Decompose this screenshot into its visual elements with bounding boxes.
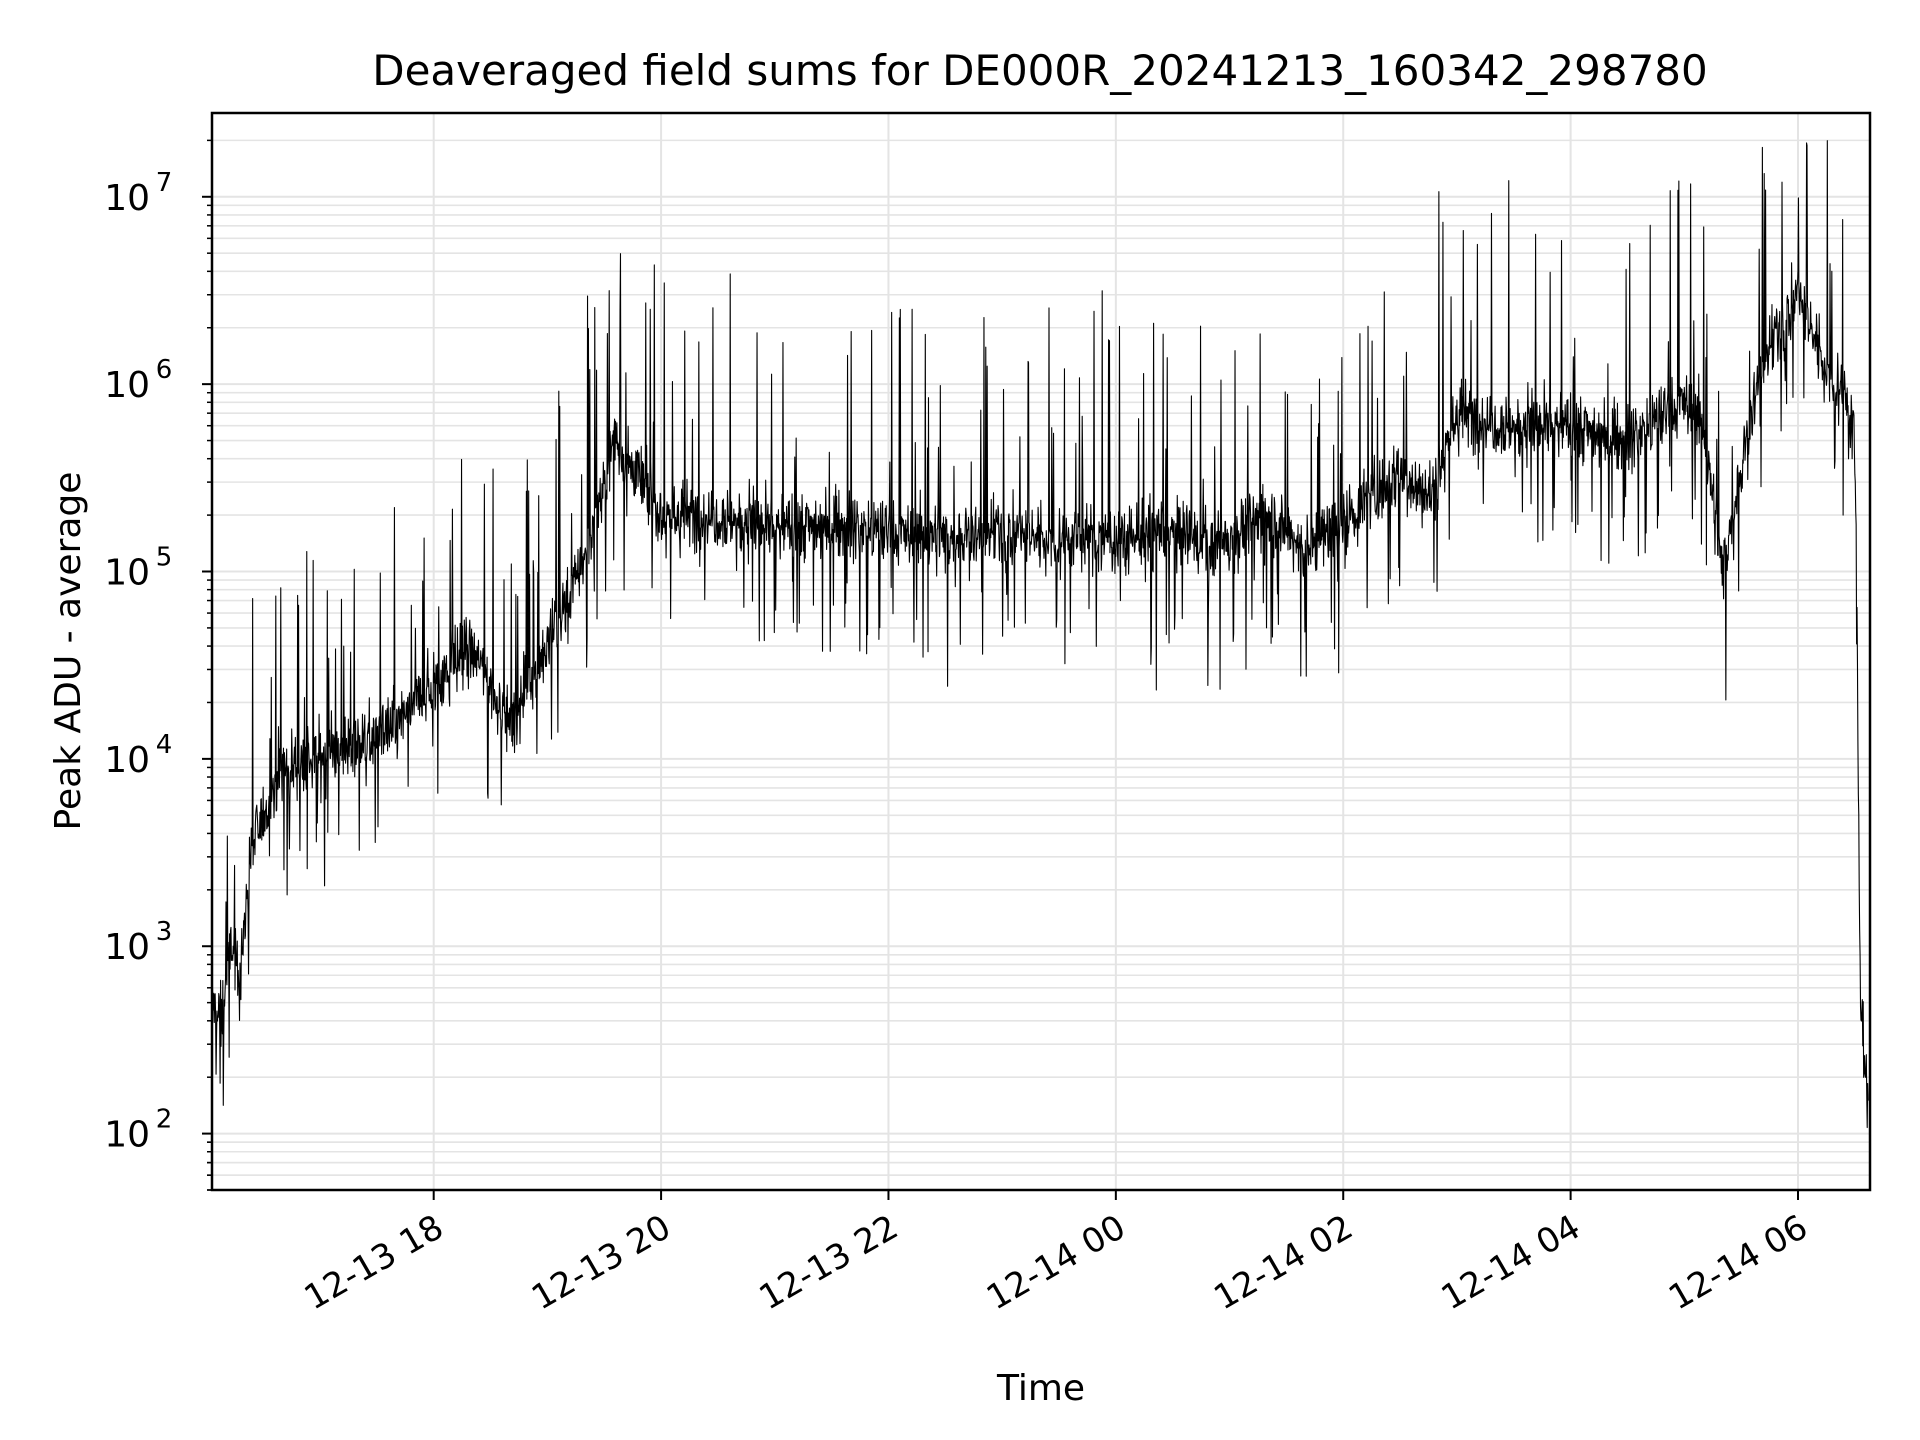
- y-tick-exponent: 5: [156, 543, 173, 573]
- plot-frame: [210, 111, 1872, 1192]
- y-tick-exponent: 6: [156, 355, 173, 385]
- y-tick-label: 10: [104, 927, 150, 968]
- y-tick-label: 10: [104, 553, 150, 594]
- y-axis-label: Peak ADU - average: [48, 472, 89, 831]
- y-tick-exponent: 2: [156, 1105, 173, 1135]
- y-tick-label: 10: [104, 365, 150, 406]
- y-tick-exponent: 7: [156, 168, 173, 198]
- y-tick-label: 10: [104, 178, 150, 219]
- x-axis-label: Time: [996, 1368, 1085, 1409]
- series-layer: [211, 140, 1869, 1129]
- y-tick-label: 10: [104, 740, 150, 781]
- y-tick-exponent: 4: [156, 730, 173, 760]
- series-line: [211, 140, 1869, 1129]
- y-tick-label: 10: [104, 1115, 150, 1156]
- y-tick-exponent: 3: [156, 917, 173, 947]
- chart-title: Deaveraged field sums for DE000R_2024121…: [372, 46, 1708, 95]
